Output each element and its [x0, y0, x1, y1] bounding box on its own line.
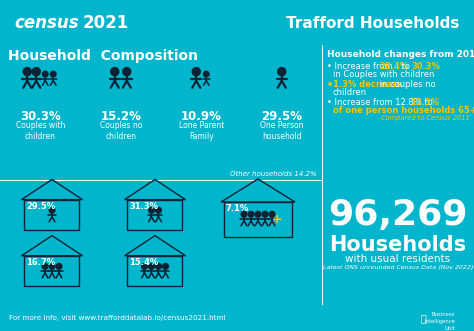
FancyBboxPatch shape — [25, 200, 80, 230]
Circle shape — [241, 212, 247, 217]
Text: 29.5%: 29.5% — [27, 202, 55, 211]
Circle shape — [111, 68, 119, 76]
Circle shape — [203, 71, 209, 77]
Circle shape — [142, 263, 147, 269]
Polygon shape — [21, 179, 82, 200]
Circle shape — [269, 212, 275, 217]
Circle shape — [255, 212, 261, 217]
Text: 30.3%: 30.3% — [20, 110, 61, 123]
FancyBboxPatch shape — [128, 200, 182, 230]
Polygon shape — [221, 179, 295, 202]
Text: in couples no: in couples no — [377, 80, 436, 89]
Text: • Increase from 12.8% to: • Increase from 12.8% to — [327, 98, 436, 107]
Text: Household changes from 2011:: Household changes from 2011: — [327, 50, 474, 59]
Circle shape — [163, 263, 168, 269]
Polygon shape — [125, 179, 185, 200]
Circle shape — [50, 71, 56, 77]
Text: Trafford Households: Trafford Households — [286, 16, 460, 31]
Text: 15.4%: 15.4% — [129, 258, 159, 267]
Circle shape — [155, 207, 161, 213]
Circle shape — [123, 68, 131, 76]
Circle shape — [149, 207, 155, 213]
Text: 7.1%: 7.1% — [226, 204, 249, 213]
Text: Households: Households — [329, 235, 466, 255]
Text: 2021: 2021 — [83, 14, 129, 32]
Circle shape — [192, 68, 201, 76]
Text: with usual residents: with usual residents — [346, 254, 451, 264]
Polygon shape — [21, 236, 82, 256]
FancyBboxPatch shape — [224, 202, 292, 237]
Text: census: census — [14, 14, 79, 32]
Text: 96,269: 96,269 — [328, 198, 468, 232]
Circle shape — [155, 263, 161, 269]
Circle shape — [56, 263, 62, 269]
Text: 10.9%: 10.9% — [181, 110, 222, 123]
Text: Business: Business — [432, 312, 455, 317]
Text: 29.5%: 29.5% — [261, 110, 302, 123]
Text: • Increase from: • Increase from — [327, 62, 395, 71]
Text: 30.3%: 30.3% — [411, 62, 440, 71]
Text: of one person households 65+: of one person households 65+ — [333, 106, 474, 115]
Text: Unit: Unit — [444, 326, 455, 331]
Circle shape — [49, 207, 55, 213]
Text: 16.7%: 16.7% — [27, 258, 55, 267]
Text: Intelligence: Intelligence — [424, 319, 455, 324]
Text: Compared to Census 2011: Compared to Census 2011 — [381, 115, 470, 121]
Text: 31.3%: 31.3% — [129, 202, 158, 211]
Circle shape — [278, 68, 286, 76]
Text: 15.2%: 15.2% — [100, 110, 141, 123]
Text: One Person
household: One Person household — [260, 121, 303, 141]
Text: 28.4%: 28.4% — [379, 62, 408, 71]
Circle shape — [262, 212, 268, 217]
Text: Couples with
children: Couples with children — [16, 121, 65, 141]
Text: Latest ONS unrounded Census Data (Nov 2022): Latest ONS unrounded Census Data (Nov 20… — [323, 265, 473, 270]
Text: 13.3%: 13.3% — [410, 98, 439, 107]
Circle shape — [49, 263, 55, 269]
Text: to: to — [399, 62, 413, 71]
Polygon shape — [125, 236, 185, 256]
Text: in Couples with children: in Couples with children — [333, 70, 434, 79]
Circle shape — [23, 68, 31, 76]
Text: 🌐: 🌐 — [421, 313, 427, 323]
Text: Other households 14.2%: Other households 14.2% — [230, 171, 317, 177]
Text: children: children — [333, 88, 367, 97]
Text: •: • — [327, 80, 333, 90]
Circle shape — [248, 212, 254, 217]
FancyBboxPatch shape — [25, 256, 80, 286]
Circle shape — [32, 68, 40, 76]
Circle shape — [149, 263, 155, 269]
Text: Lone Parent
Family: Lone Parent Family — [179, 121, 224, 141]
Text: +: + — [272, 213, 283, 226]
Text: Couples no
children: Couples no children — [100, 121, 142, 141]
Circle shape — [42, 263, 48, 269]
Text: For more info, visit www.trafforddatalab.io/census2021.html: For more info, visit www.trafforddatalab… — [9, 315, 226, 321]
Text: 1.3% decrease: 1.3% decrease — [333, 80, 402, 89]
Text: Household  Composition: Household Composition — [8, 49, 198, 63]
FancyBboxPatch shape — [128, 256, 182, 286]
Circle shape — [43, 71, 48, 77]
